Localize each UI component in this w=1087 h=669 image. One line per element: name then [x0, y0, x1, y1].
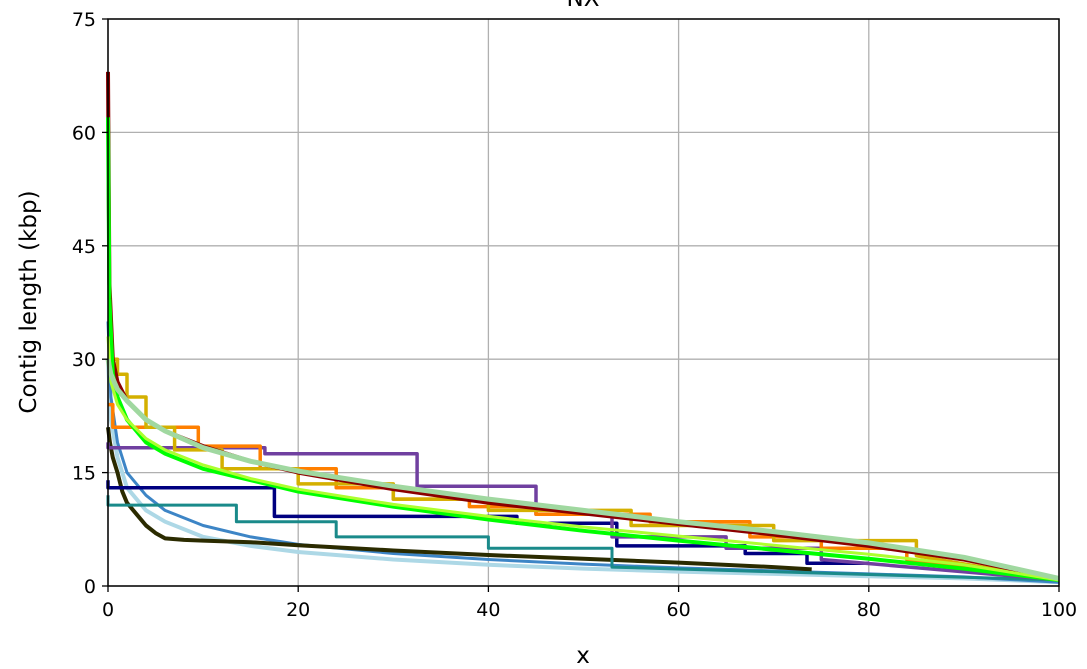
- series-line-9: [106, 71, 1060, 581]
- x-tick-label: 100: [1041, 599, 1077, 621]
- plot-frame: [107, 18, 1060, 587]
- y-axis-label: Contig length (kbp): [16, 190, 42, 413]
- series-line-12: [105, 358, 1060, 581]
- series-line-1: [106, 359, 1060, 585]
- series-line-11: [106, 336, 1060, 582]
- series-layer: [105, 71, 1060, 585]
- y-tick-label: 15: [72, 463, 96, 485]
- grid-lines: [107, 18, 1060, 587]
- y-tick-label: 75: [72, 9, 96, 31]
- y-tick-label: 60: [72, 122, 96, 144]
- x-tick-label: 60: [667, 599, 691, 621]
- x-axis-label: x: [576, 643, 590, 669]
- x-tick-label: 0: [102, 599, 114, 621]
- series-line-4: [106, 495, 1060, 582]
- y-tick-label: 45: [72, 236, 96, 258]
- y-tick-label: 0: [84, 576, 96, 598]
- series-line-10: [106, 117, 1060, 582]
- series-line-8: [108, 357, 1060, 582]
- chart-title: NX: [567, 0, 600, 12]
- axis-ticks: 0 20 40 60 80 100 0 15 30 45 60 75: [72, 9, 1077, 621]
- series-line-3: [106, 426, 812, 572]
- x-tick-label: 20: [286, 599, 310, 621]
- x-tick-label: 80: [857, 599, 881, 621]
- x-tick-label: 40: [476, 599, 500, 621]
- y-tick-label: 30: [72, 349, 96, 371]
